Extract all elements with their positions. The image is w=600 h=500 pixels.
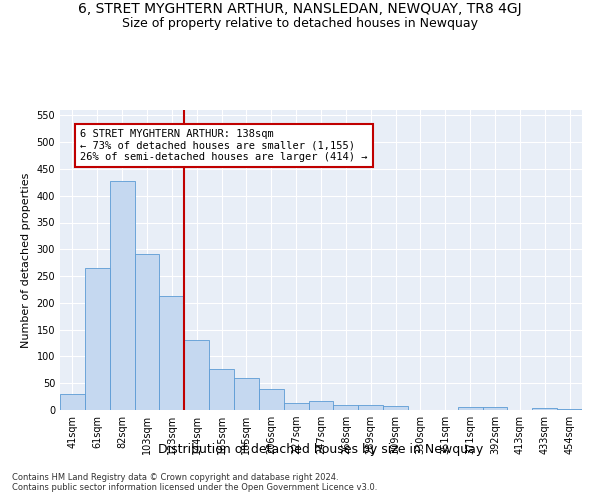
Bar: [557, 409, 582, 410]
Text: Contains HM Land Registry data © Crown copyright and database right 2024.: Contains HM Land Registry data © Crown c…: [12, 472, 338, 482]
Bar: [110, 180, 134, 410]
Text: Distribution of detached houses by size in Newquay: Distribution of detached houses by size …: [158, 442, 484, 456]
Bar: [532, 408, 557, 410]
Bar: [209, 370, 234, 410]
Bar: [60, 394, 85, 410]
Bar: [134, 254, 160, 410]
Bar: [160, 296, 184, 410]
Bar: [383, 406, 408, 410]
Bar: [458, 408, 482, 410]
Bar: [234, 378, 259, 410]
Y-axis label: Number of detached properties: Number of detached properties: [21, 172, 31, 348]
Bar: [308, 402, 334, 410]
Bar: [85, 268, 110, 410]
Bar: [334, 404, 358, 410]
Text: 6, STRET MYGHTERN ARTHUR, NANSLEDAN, NEWQUAY, TR8 4GJ: 6, STRET MYGHTERN ARTHUR, NANSLEDAN, NEW…: [78, 2, 522, 16]
Bar: [259, 388, 284, 410]
Bar: [358, 404, 383, 410]
Text: Size of property relative to detached houses in Newquay: Size of property relative to detached ho…: [122, 18, 478, 30]
Bar: [184, 340, 209, 410]
Bar: [284, 403, 308, 410]
Text: 6 STRET MYGHTERN ARTHUR: 138sqm
← 73% of detached houses are smaller (1,155)
26%: 6 STRET MYGHTERN ARTHUR: 138sqm ← 73% of…: [80, 128, 367, 162]
Text: Contains public sector information licensed under the Open Government Licence v3: Contains public sector information licen…: [12, 482, 377, 492]
Bar: [482, 408, 508, 410]
